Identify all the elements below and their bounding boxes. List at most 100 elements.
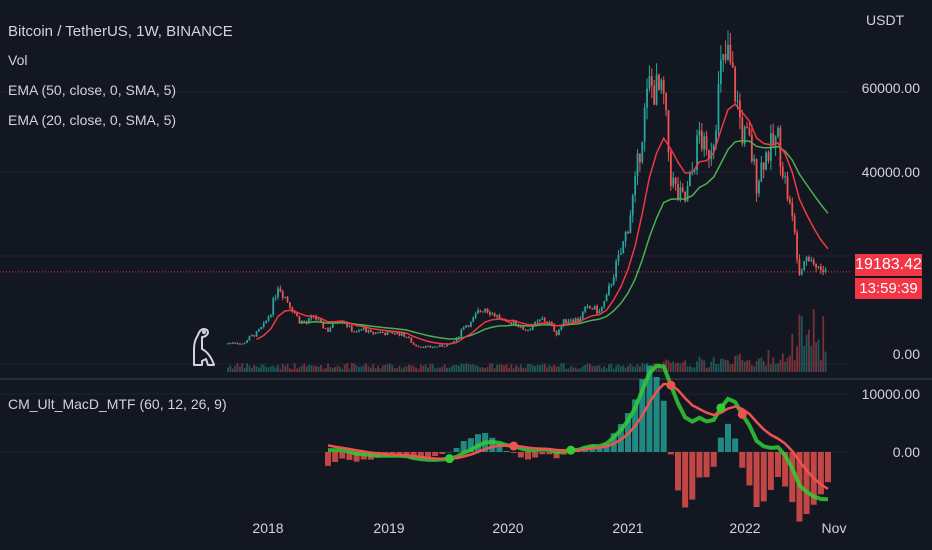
volume-bar [696, 361, 698, 372]
candle-body [279, 288, 282, 292]
volume-bar [303, 363, 306, 372]
volume-bar [436, 367, 439, 372]
ema50-indicator-label[interactable]: EMA (50, close, 0, SMA, 5) [8, 82, 177, 98]
volume-bar [586, 363, 589, 372]
candle-body [669, 152, 672, 187]
volume-bar [803, 346, 806, 372]
volume-bar [674, 363, 677, 372]
macd-histogram-bar [817, 452, 824, 495]
volume-bar [800, 316, 803, 372]
candle-body [798, 259, 801, 275]
candle-body [398, 332, 401, 336]
macd-indicator-label[interactable]: CM_Ult_MacD_MTF (60, 12, 26, 9) [8, 396, 227, 412]
candle-body [227, 343, 229, 345]
volume-bar [734, 355, 737, 372]
candle-body [700, 130, 703, 150]
macd-histogram-bar [425, 452, 431, 458]
candle-body [672, 177, 675, 187]
candle-body [248, 336, 251, 341]
candle-body [436, 346, 439, 348]
candle-body [386, 331, 389, 336]
candle-body [796, 232, 798, 260]
candle-body [598, 311, 601, 314]
volume-indicator-label[interactable]: Vol [8, 52, 28, 68]
macd-histogram-bar [467, 438, 474, 452]
candle-body [255, 331, 258, 337]
volume-bar [372, 364, 375, 372]
macd-histogram-bar [617, 424, 624, 452]
macd-histogram-bar [596, 447, 603, 452]
volume-bar [386, 363, 389, 372]
volume-bar [796, 346, 798, 372]
volume-bar [403, 367, 406, 372]
volume-bar [677, 362, 679, 372]
volume-bar [493, 368, 496, 372]
volume-bar [777, 363, 779, 372]
volume-bar [253, 364, 256, 372]
volume-bar [348, 368, 351, 372]
volume-bar [781, 353, 784, 372]
candle-body [586, 306, 589, 308]
volume-bar [660, 367, 663, 372]
candle-body [284, 296, 287, 298]
volume-bar [419, 364, 422, 372]
volume-bar [374, 368, 377, 372]
macd-histogram-bar [553, 452, 560, 459]
macd-histogram-bar [475, 434, 481, 452]
volume-bar [262, 364, 265, 372]
candle-body [391, 331, 394, 334]
volume-bar [684, 360, 687, 372]
candle-body [529, 329, 532, 331]
macd-histogram-bar [325, 452, 331, 466]
macd-histogram-bar [732, 438, 739, 452]
volume-bar [469, 364, 472, 372]
symbol-title[interactable]: Bitcoin / TetherUS, 1W, BINANCE [8, 23, 233, 40]
candle-body [531, 326, 534, 330]
macd-histogram-bar [503, 450, 510, 452]
volume-bar [365, 363, 367, 372]
volume-bar [472, 364, 475, 372]
candle-body [308, 318, 310, 324]
candle-body [717, 83, 720, 131]
volume-bar [569, 366, 572, 372]
candle-body [667, 110, 670, 153]
macd-histogram-bar [775, 452, 781, 478]
macd-histogram-bar [660, 400, 667, 452]
candle-body [289, 302, 291, 308]
candle-body [615, 261, 617, 278]
ema20-indicator-label[interactable]: EMA (20, close, 0, SMA, 5) [8, 112, 177, 128]
candle-body [634, 176, 637, 196]
candle-body [753, 158, 756, 162]
volume-bar [553, 364, 556, 372]
volume-bar [793, 360, 796, 372]
volume-bar [546, 367, 548, 372]
candle-body [689, 172, 691, 187]
macd-histogram-bar [489, 437, 496, 452]
volume-bar [424, 364, 427, 372]
candle-body [281, 291, 284, 298]
macd-histogram-bar [432, 452, 439, 457]
volume-bar [274, 367, 277, 372]
candle-body [486, 308, 489, 313]
volume-bar [384, 364, 387, 372]
volume-bar [741, 360, 744, 372]
candle-body [746, 126, 748, 129]
candle-body [791, 202, 794, 217]
volume-bar [603, 366, 606, 372]
price-label-0: 0.00 [892, 346, 920, 362]
candle-body [712, 145, 715, 151]
volume-bar [453, 364, 456, 372]
volume-bar [750, 365, 753, 372]
macd-cross-dot [566, 445, 576, 455]
volume-bar [539, 365, 541, 372]
volume-bar [281, 363, 284, 372]
candle-body [605, 294, 608, 302]
volume-bar [405, 366, 408, 372]
volume-bar [577, 368, 579, 372]
volume-bar [455, 365, 458, 372]
volume-bar [331, 368, 334, 372]
candle-body [491, 313, 494, 315]
volume-bar [417, 368, 420, 372]
volume-bar [636, 364, 639, 372]
